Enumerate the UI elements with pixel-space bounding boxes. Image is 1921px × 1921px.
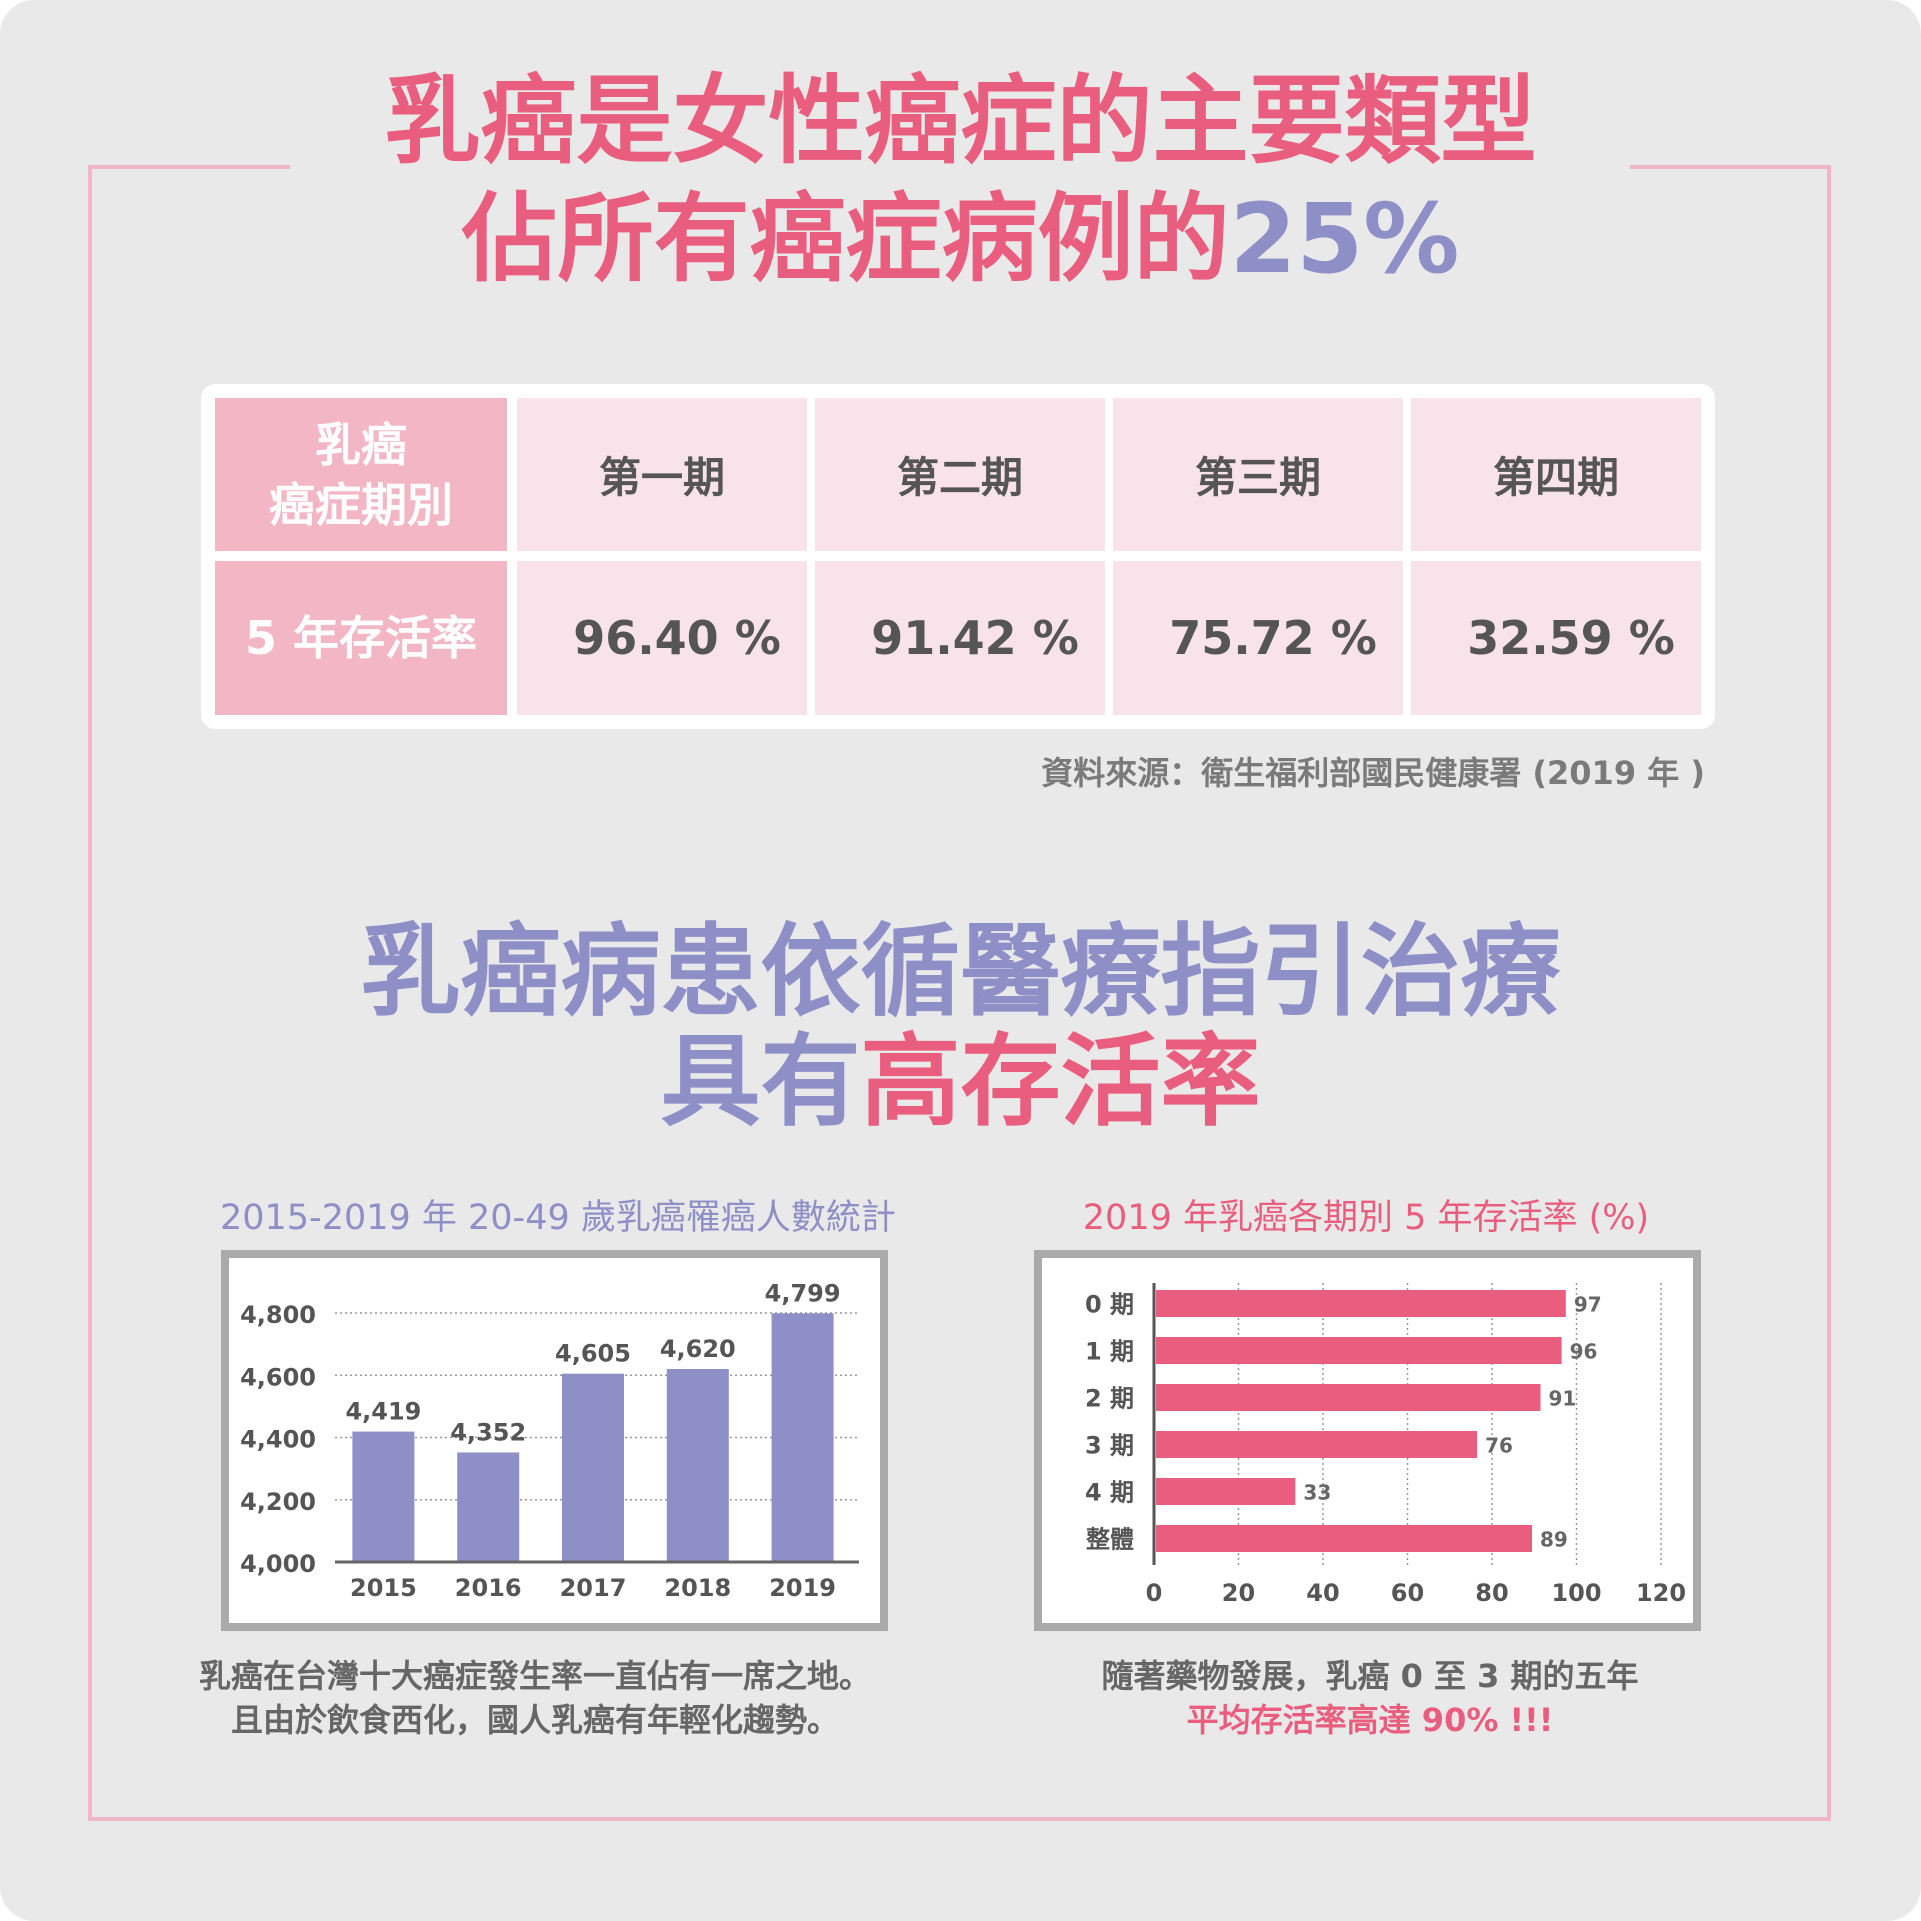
x-tick-label: 20 [1222,1579,1255,1607]
hbar-chart-title: 2019 年乳癌各期別 5 年存活率 (%) [1082,1198,1650,1238]
table-header-line2: 癌症期別 [269,477,453,532]
x-tick-label: 2016 [455,1574,522,1602]
table-stage-1: 第一期 [517,398,807,551]
section-title-accent: 高存活率 [860,1023,1261,1140]
x-tick-label: 2015 [350,1574,417,1602]
bar [1156,1431,1478,1458]
y-tick-label: 4,200 [240,1488,316,1516]
bar [666,1369,729,1562]
bar-value-label: 76 [1485,1434,1513,1458]
section-title-prefix: 具有 [660,1023,861,1140]
left-caption-line2: 且由於飲食西化，國人乳癌有年輕化趨勢。 [230,1701,839,1739]
x-tick-label: 100 [1551,1579,1601,1607]
table-stage-4: 第四期 [1411,398,1701,551]
y-tick-label: 3 期 [1085,1432,1134,1460]
source-note: 資料來源：衛生福利部國民健康署 (2019 年 ) [1041,754,1705,792]
bar [457,1452,520,1562]
table-stage-3: 第三期 [1113,398,1403,551]
bar-value-label: 4,419 [345,1398,421,1426]
y-tick-label: 1 期 [1085,1338,1134,1366]
bar-value-label: 33 [1303,1481,1331,1505]
bar [1156,1478,1296,1505]
bar [771,1313,834,1562]
x-tick-label: 60 [1391,1579,1424,1607]
left-caption: 乳癌在台灣十大癌症發生率一直佔有一席之地。 且由於飲食西化，國人乳癌有年輕化趨勢… [150,1654,920,1742]
right-caption-line1: 隨著藥物發展，乳癌 0 至 3 期的五年 [1101,1657,1639,1695]
right-caption-line2: 平均存活率高達 90% !!! [1186,1701,1554,1739]
table-rate-2: 91.42 % [815,561,1105,715]
bar-chart: 4,000 4,200 4,400 4,600 4,800 4,419 2015 4,352 2… [240,1279,859,1602]
bar [562,1373,624,1562]
table-stage-2: 第二期 [815,398,1105,551]
y-tick-label: 4,800 [240,1301,316,1329]
bar-value-label: 89 [1540,1528,1568,1552]
bar-value-label: 91 [1548,1387,1576,1411]
bar [1156,1290,1566,1317]
section-title-line1: 乳癌病患依循醫療指引治療 [360,913,1561,1030]
table-rate-1: 96.40 % [517,561,807,715]
y-tick-label: 4,000 [240,1550,316,1578]
main-title-line2: 佔所有癌症病例的25% [0,184,1921,294]
bar-value-label: 4,605 [555,1340,631,1368]
bar-chart-box: 4,000 4,200 4,400 4,600 4,800 4,419 2015 4,352 2… [221,1250,888,1631]
y-tick-label: 4,400 [240,1426,316,1454]
main-title-prefix: 佔所有癌症病例的 [461,183,1230,295]
x-tick-label: 2018 [664,1574,731,1602]
right-caption: 隨著藥物發展，乳癌 0 至 3 期的五年 平均存活率高達 90% !!! [1000,1654,1740,1742]
bar-value-label: 4,799 [765,1279,841,1307]
table-header-line1: 乳癌 [315,417,407,472]
x-tick-label: 0 [1146,1579,1163,1607]
table-rate-4: 32.59 % [1411,561,1701,715]
bar-value-label: 4,620 [660,1335,736,1363]
bar [1156,1384,1541,1411]
bar-chart-title: 2015-2019 年 20-49 歲乳癌罹癌人數統計 [220,1198,896,1238]
bar [352,1431,415,1562]
y-tick-label: 0 期 [1085,1291,1134,1319]
x-tick-label: 120 [1636,1579,1686,1607]
section-title-line2: 具有高存活率 [0,1026,1921,1138]
survival-rate-table: 乳癌 癌症期別 第一期 第二期 第三期 第四期 5 年存活率 96.40 % 9… [201,384,1715,729]
y-tick-label: 整體 [1086,1526,1134,1554]
main-title-line1: 乳癌是女性癌症的主要類型 [384,65,1537,177]
main-title-accent: 25% [1229,183,1460,295]
bar [1156,1525,1533,1552]
bar-value-label: 96 [1570,1340,1598,1364]
table-rate-3: 75.72 % [1113,561,1403,715]
x-tick-label: 2017 [560,1574,627,1602]
left-caption-line1: 乳癌在台灣十大癌症發生率一直佔有一席之地。 [198,1657,871,1695]
x-tick-label: 40 [1306,1579,1339,1607]
x-tick-label: 2019 [769,1574,836,1602]
hbar-chart-box: 0 20 40 60 80 100 120 97 0 期 96 1 期 91 2 期 76 3 期 33 4 期… [1034,1250,1701,1631]
bar-value-label: 4,352 [450,1418,526,1446]
y-tick-label: 4,600 [240,1363,316,1391]
x-tick-label: 80 [1475,1579,1508,1607]
bar-value-label: 97 [1574,1293,1602,1317]
bar [1156,1337,1562,1364]
table-header-label: 乳癌 癌症期別 [215,398,507,551]
hbar-chart: 0 20 40 60 80 100 120 97 0 期 96 1 期 91 2 期 76 3 期 33 4 期… [1085,1283,1686,1607]
table-row-label: 5 年存活率 [215,561,507,715]
y-tick-label: 4 期 [1085,1479,1134,1507]
y-tick-label: 2 期 [1085,1385,1134,1413]
